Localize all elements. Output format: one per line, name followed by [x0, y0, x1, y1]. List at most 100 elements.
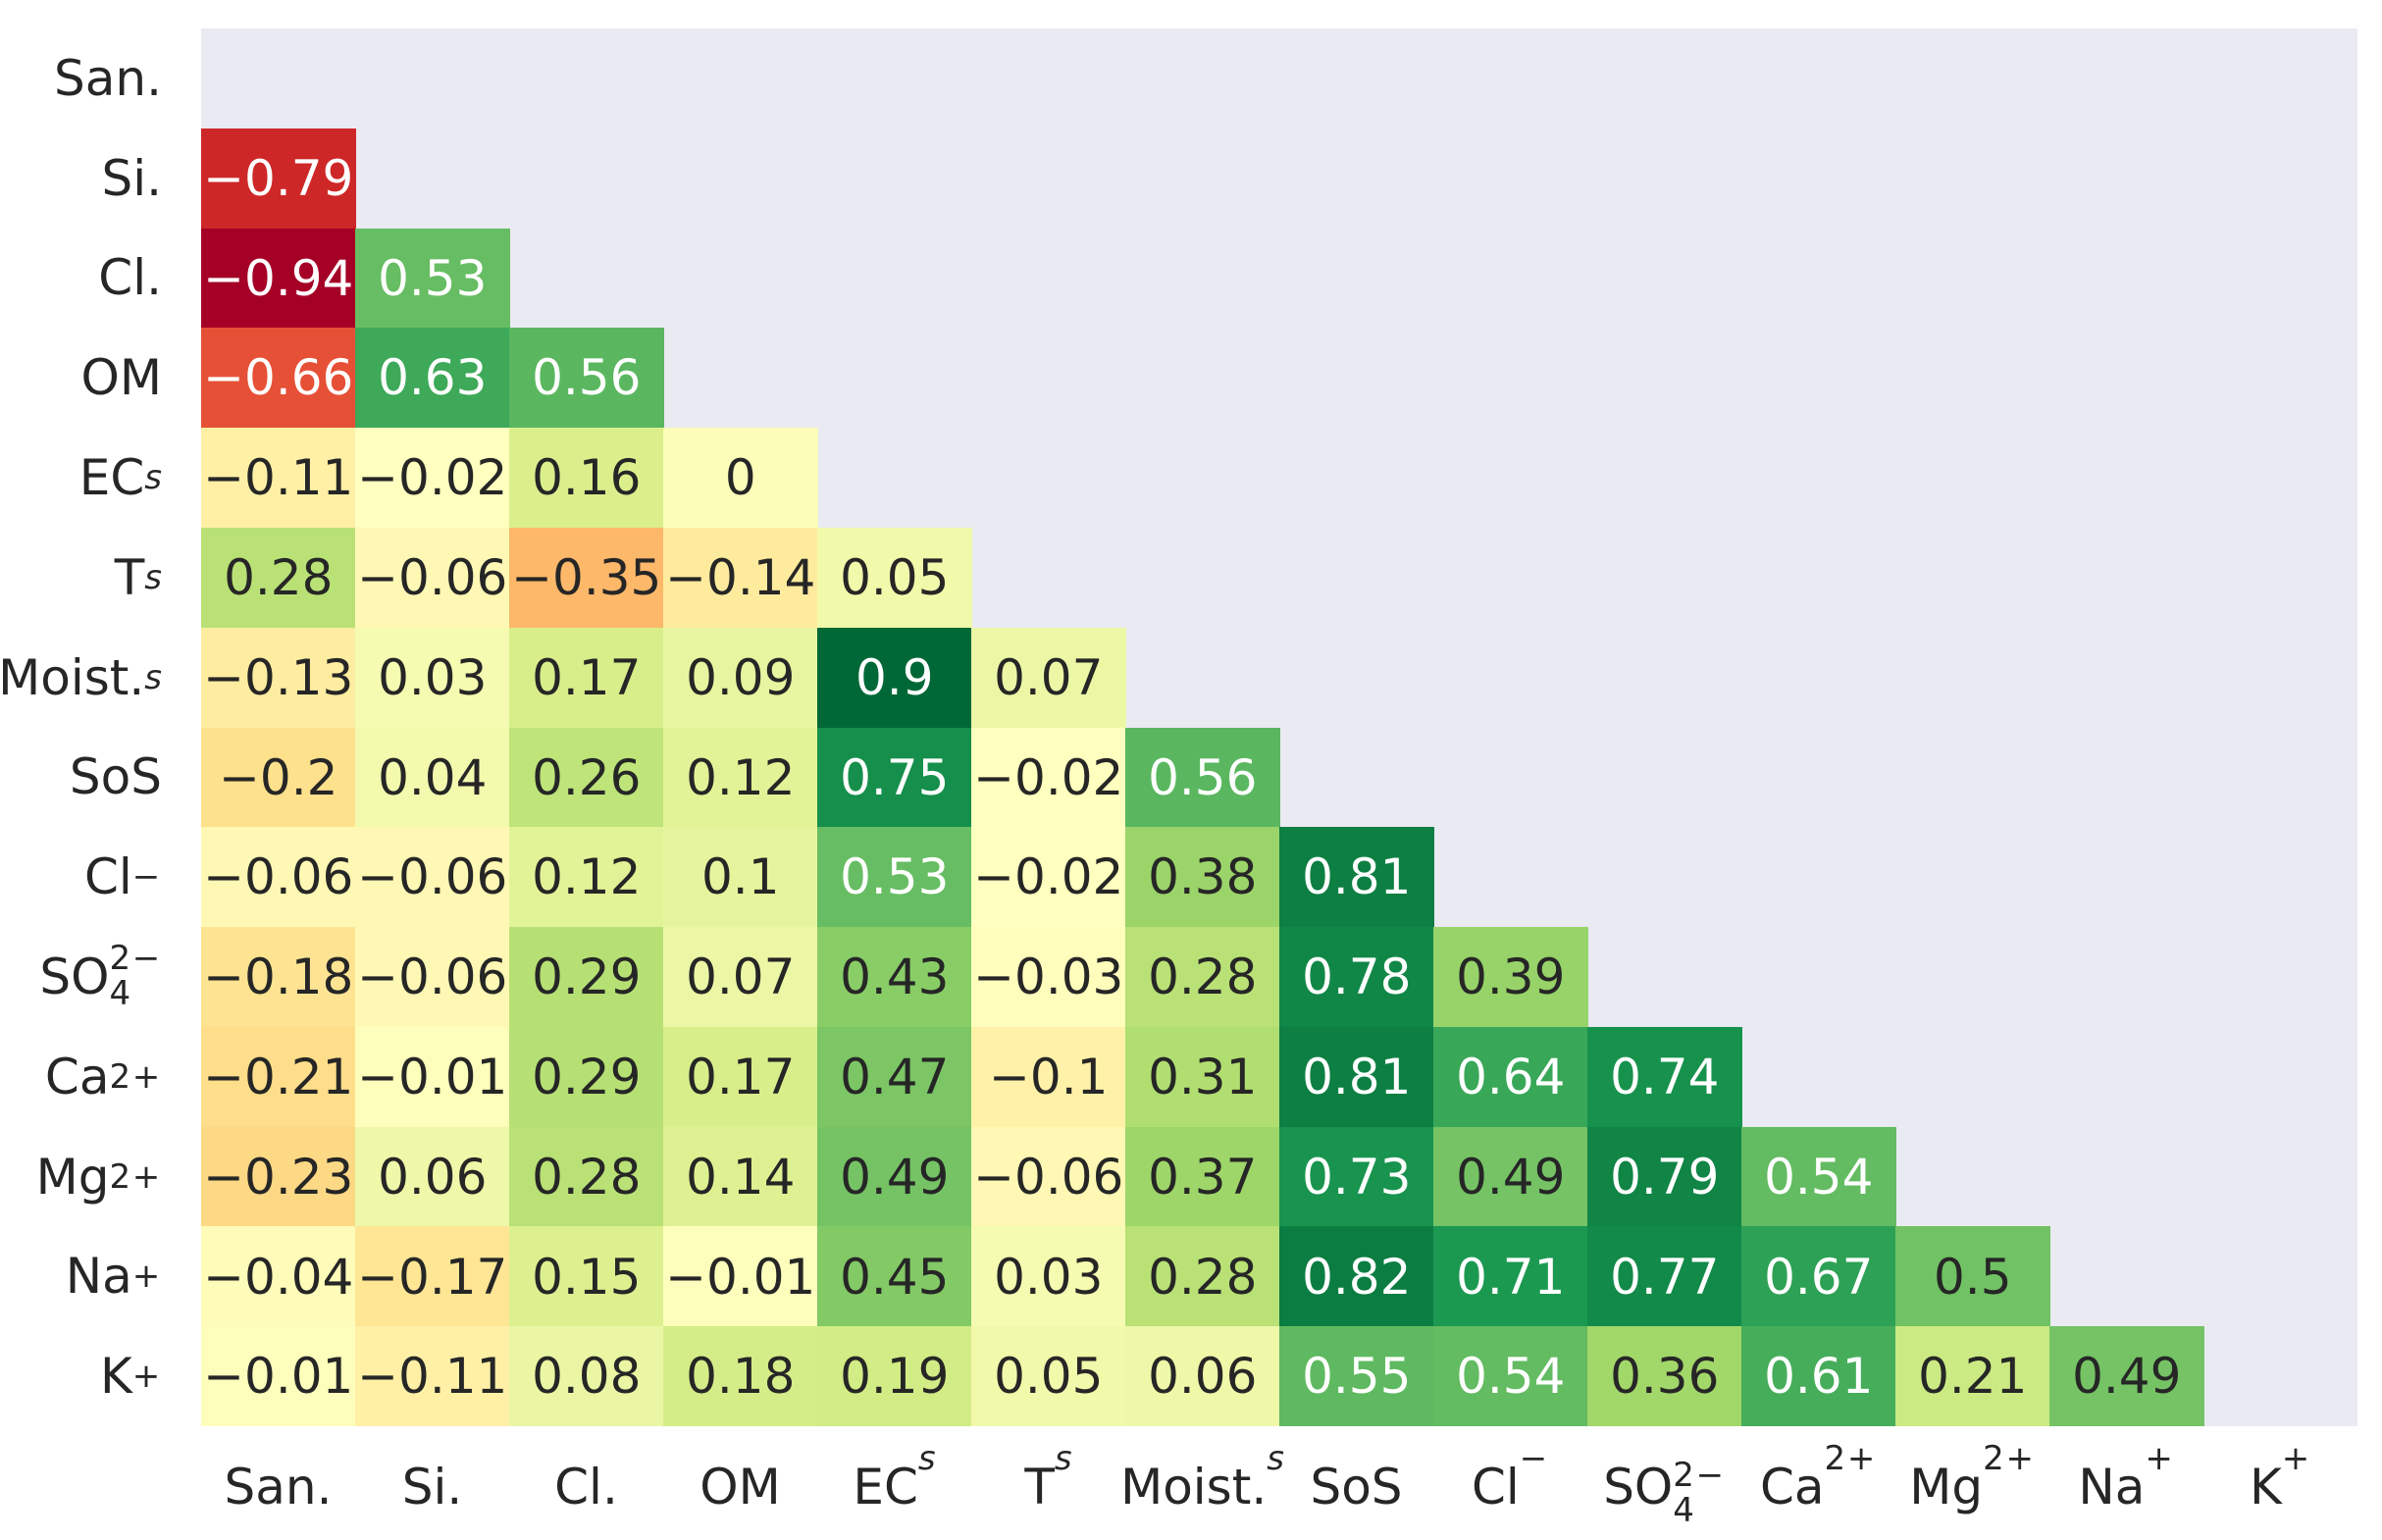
- heatmap-cell: 0.77: [1587, 1226, 1742, 1327]
- cell-value: −0.06: [357, 848, 508, 906]
- heatmap-cell: 0.17: [663, 1026, 818, 1128]
- heatmap-cell: −0.11: [355, 1326, 510, 1427]
- heatmap-cell: 0.03: [355, 627, 510, 728]
- cell-value: −0.94: [203, 249, 354, 307]
- heatmap-cell: −0.01: [663, 1226, 818, 1327]
- heatmap-cell: 0.1: [663, 827, 818, 928]
- heatmap-cell: 0.05: [971, 1326, 1126, 1427]
- heatmap-cell: 0.45: [817, 1226, 972, 1327]
- cell-value: 0.73: [1302, 1148, 1412, 1206]
- cell-value: 0.14: [686, 1148, 796, 1206]
- cell-value: −0.02: [973, 748, 1124, 806]
- heatmap-cell: −0.02: [971, 727, 1126, 828]
- heatmap-cell: 0.53: [355, 228, 510, 329]
- heatmap-cell: 0.29: [509, 1026, 664, 1128]
- heatmap-cell: 0.19: [817, 1326, 972, 1427]
- cell-value: 0.49: [840, 1148, 950, 1206]
- y-tick-label: OM: [80, 349, 163, 407]
- cell-value: −0.13: [203, 648, 354, 706]
- heatmap-cell: 0.36: [1587, 1326, 1742, 1427]
- x-tick-label: Si.: [401, 1459, 463, 1515]
- x-tick-label: OM: [699, 1459, 781, 1515]
- y-tick-label: San.: [54, 49, 162, 107]
- y-tick-label: K +: [100, 1348, 162, 1406]
- heatmap-cell: −0.11: [201, 428, 356, 529]
- heatmap-cell: −0.04: [201, 1226, 356, 1327]
- y-tick-label: Si.: [101, 149, 162, 207]
- heatmap-cell: −0.06: [971, 1126, 1126, 1227]
- cell-value: 0.9: [854, 648, 934, 706]
- heatmap-cell: 0.74: [1587, 1026, 1742, 1128]
- cell-value: 0.21: [1918, 1348, 2028, 1406]
- heatmap-cell: 0.56: [509, 328, 664, 429]
- cell-value: −0.79: [203, 149, 354, 207]
- x-tick-label: Moist. s: [1120, 1439, 1284, 1515]
- heatmap-cell: 0.07: [971, 627, 1126, 728]
- heatmap-cell: −0.06: [355, 927, 510, 1028]
- cell-value: 0.28: [1148, 1248, 1258, 1306]
- x-tick-label: EC s: [853, 1439, 936, 1515]
- cell-value: −0.23: [203, 1148, 354, 1206]
- cell-value: 0.5: [1933, 1248, 2012, 1306]
- cell-value: 0.81: [1302, 848, 1412, 906]
- heatmap-cell: 0.06: [1125, 1326, 1280, 1427]
- cell-value: 0.49: [2072, 1348, 2182, 1406]
- heatmap-cell: 0.29: [509, 927, 664, 1028]
- cell-value: −0.1: [989, 1048, 1109, 1105]
- y-tick-label: SO 2− 4: [39, 939, 162, 1013]
- heatmap-cell: 0.75: [817, 727, 972, 828]
- cell-value: 0.16: [532, 449, 642, 507]
- heatmap-cell: 0.49: [1433, 1126, 1588, 1227]
- cell-value: 0.54: [1456, 1348, 1566, 1406]
- cell-value: 0.12: [686, 748, 796, 806]
- cell-value: 0.64: [1456, 1048, 1566, 1105]
- cell-value: −0.35: [511, 549, 662, 607]
- heatmap-cell: −0.02: [971, 827, 1126, 928]
- x-tick-label: Na +: [2078, 1439, 2175, 1515]
- cell-value: −0.06: [357, 949, 508, 1006]
- cell-value: −0.17: [357, 1248, 508, 1306]
- cell-value: 0.04: [378, 748, 488, 806]
- heatmap-cell: 0.78: [1279, 927, 1434, 1028]
- heatmap-cell: 0.28: [1125, 1226, 1280, 1327]
- heatmap-cell: 0.73: [1279, 1126, 1434, 1227]
- cell-value: 0.28: [1148, 949, 1258, 1006]
- heatmap-cell: 0.63: [355, 328, 510, 429]
- cell-value: 0.03: [994, 1248, 1104, 1306]
- cell-value: 0.56: [1148, 748, 1258, 806]
- heatmap-cell: 0.28: [201, 527, 356, 629]
- cell-value: −0.2: [219, 748, 338, 806]
- x-tick-label: SO 2− 4: [1603, 1456, 1726, 1530]
- heatmap-cell: 0.18: [663, 1326, 818, 1427]
- heatmap-cell: −0.35: [509, 527, 664, 629]
- y-tick-label: Mg 2+: [35, 1148, 162, 1206]
- cell-value: 0.74: [1610, 1048, 1720, 1105]
- cell-value: −0.02: [973, 848, 1124, 906]
- heatmap-cell: −0.06: [355, 827, 510, 928]
- heatmap-cell: 0.28: [1125, 927, 1280, 1028]
- heatmap-cell: −0.02: [355, 428, 510, 529]
- cell-value: −0.01: [203, 1348, 354, 1406]
- heatmap-cell: −0.2: [201, 727, 356, 828]
- x-tick-label: Cl.: [554, 1459, 618, 1515]
- cell-value: 0.07: [994, 648, 1104, 706]
- y-tick-label: EC s: [78, 449, 162, 507]
- heatmap-cell: 0.03: [971, 1226, 1126, 1327]
- cell-value: 0.75: [840, 748, 950, 806]
- cell-value: −0.06: [357, 549, 508, 607]
- heatmap-cell: 0.54: [1741, 1126, 1896, 1227]
- x-tick-label: Cl −: [1471, 1439, 1549, 1515]
- heatmap-cell: 0.37: [1125, 1126, 1280, 1227]
- cell-value: 0.38: [1148, 848, 1258, 906]
- cell-value: 0.17: [686, 1048, 796, 1105]
- plot-area: −0.79 −0.94 0.53 −0.66 0.63 0.56 −0.11 −0.02 0.1…: [201, 28, 2357, 1427]
- heatmap-cell: −0.17: [355, 1226, 510, 1327]
- heatmap-cell: −0.03: [971, 927, 1126, 1028]
- cell-value: 0.31: [1148, 1048, 1258, 1105]
- y-tick-label: SoS: [69, 748, 162, 806]
- heatmap-cell: 0: [663, 428, 818, 529]
- x-tick-label: Mg 2+: [1909, 1439, 2036, 1515]
- cell-value: 0.61: [1764, 1348, 1874, 1406]
